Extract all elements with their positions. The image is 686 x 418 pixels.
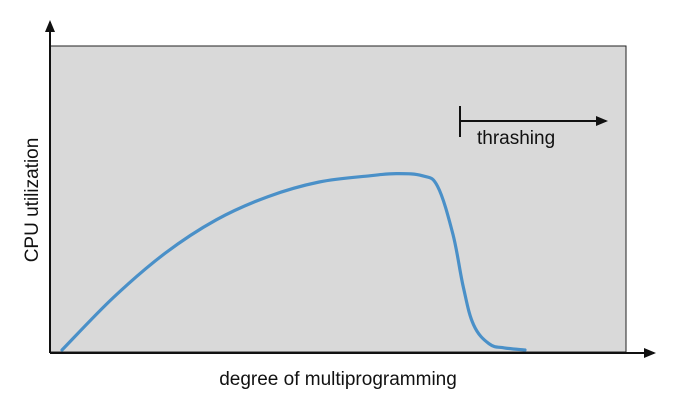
- thrashing-label: thrashing: [477, 128, 555, 149]
- thrashing-annotation: thrashing: [459, 106, 608, 149]
- x-axis-label: degree of multiprogramming: [219, 369, 457, 390]
- plot-background: [49, 45, 627, 353]
- y-axis-label: CPU utilization: [22, 138, 43, 263]
- cpu-utilization-curve: [60, 171, 527, 352]
